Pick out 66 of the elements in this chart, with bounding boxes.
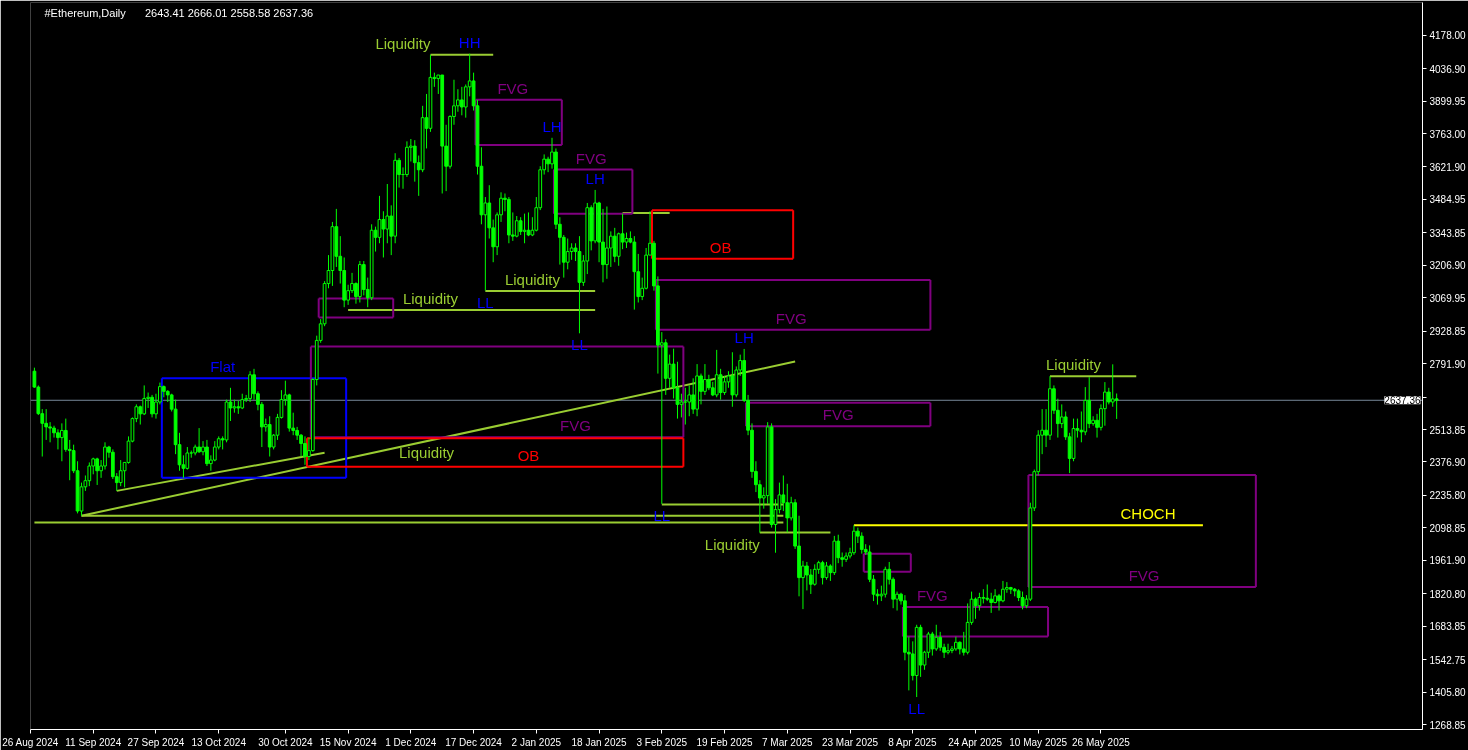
x-tick-label: 23 Mar 2025: [821, 736, 879, 748]
x-tick-label: 10 May 2025: [1009, 736, 1068, 748]
annotation: Liquidity: [1046, 356, 1102, 374]
x-tick-label: 19 Feb 2025: [696, 736, 754, 748]
y-tick-label: 3621.90: [1429, 161, 1467, 173]
annotation: LH: [542, 117, 562, 135]
annotation: FVG: [822, 406, 854, 424]
annotation: LL: [477, 293, 494, 311]
x-tick-label: 15 Nov 2024: [319, 736, 377, 748]
annotation: FVG: [560, 417, 591, 435]
x-tick-label: 24 Apr 2025: [948, 736, 1003, 748]
x-tick-label: 1 Dec 2024: [385, 736, 437, 748]
x-tick-label: 18 Jan 2025: [571, 736, 628, 748]
y-tick-label: 2791.90: [1429, 358, 1467, 370]
y-tick-label: 2235.80: [1429, 490, 1467, 502]
annotation: OB: [517, 446, 540, 464]
annotation: HH: [458, 33, 481, 51]
annotation: OB: [709, 238, 732, 256]
x-tick-label: 7 Mar 2025: [761, 736, 814, 748]
y-tick-label: 2098.85: [1429, 522, 1467, 534]
annotation: Liquidity: [375, 34, 431, 52]
y-tick-label: 1405.80: [1429, 687, 1467, 699]
x-tick-label: 8 Apr 2025: [888, 736, 938, 748]
annotation: FVG: [916, 586, 948, 604]
annotation: FVG: [1128, 567, 1160, 585]
y-tick-label: 1683.85: [1429, 621, 1467, 633]
y-tick-label: 1820.80: [1429, 588, 1467, 600]
y-tick-label: 3899.95: [1429, 96, 1467, 108]
annotation: LH: [585, 169, 605, 187]
x-tick-label: 11 Sep 2024: [65, 736, 122, 748]
x-tick-label: 17 Dec 2024: [445, 736, 503, 748]
y-tick-label: 3484.95: [1429, 194, 1467, 206]
x-tick-label: 26 Aug 2024: [2, 736, 59, 748]
y-tick-label: 2376.90: [1429, 456, 1467, 468]
x-tick-label: 27 Sep 2024: [127, 736, 185, 748]
x-tick-label: 13 Oct 2024: [191, 736, 247, 748]
y-tick-label: 1542.75: [1429, 654, 1467, 666]
annotation: CHOCH: [1120, 505, 1176, 523]
annotation: Liquidity: [704, 535, 761, 553]
x-tick-label: 30 Oct 2024: [258, 736, 314, 748]
annotation: LL: [571, 336, 588, 354]
annotation: FVG: [497, 79, 529, 97]
annotation: FVG: [575, 149, 607, 167]
annotation: Liquidity: [504, 270, 561, 288]
y-tick-label: 1268.85: [1429, 719, 1467, 731]
y-tick-label: 2928.85: [1429, 326, 1467, 338]
chart-title: #Ethereum,Daily: [44, 6, 127, 19]
x-tick-label: 2 Jan 2025: [511, 736, 562, 748]
annotation: FVG: [775, 309, 807, 327]
y-tick-label: 1961.90: [1429, 555, 1467, 567]
annotation: LH: [734, 328, 754, 346]
annotation: LL: [908, 700, 926, 718]
chart-subtitle: 2643.41 2666.01 2558.58 2637.36: [144, 6, 314, 19]
y-tick-label: 3763.00: [1429, 128, 1467, 140]
y-tick-label: 3069.95: [1429, 292, 1467, 304]
ref-line-label: 2637.36: [1384, 395, 1421, 407]
y-tick-label: 4036.90: [1429, 63, 1467, 75]
y-tick-label: 4178.00: [1429, 30, 1467, 42]
x-tick-label: 26 May 2025: [1072, 736, 1131, 748]
annotation: Liquidity: [402, 290, 459, 308]
x-tick-label: 3 Feb 2025: [636, 736, 688, 748]
y-tick-label: 2513.85: [1429, 424, 1467, 436]
y-tick-label: 3343.85: [1429, 227, 1467, 239]
y-tick-label: 3206.90: [1429, 260, 1467, 272]
annotation: Flat: [210, 358, 236, 376]
annotation: Liquidity: [399, 444, 455, 462]
